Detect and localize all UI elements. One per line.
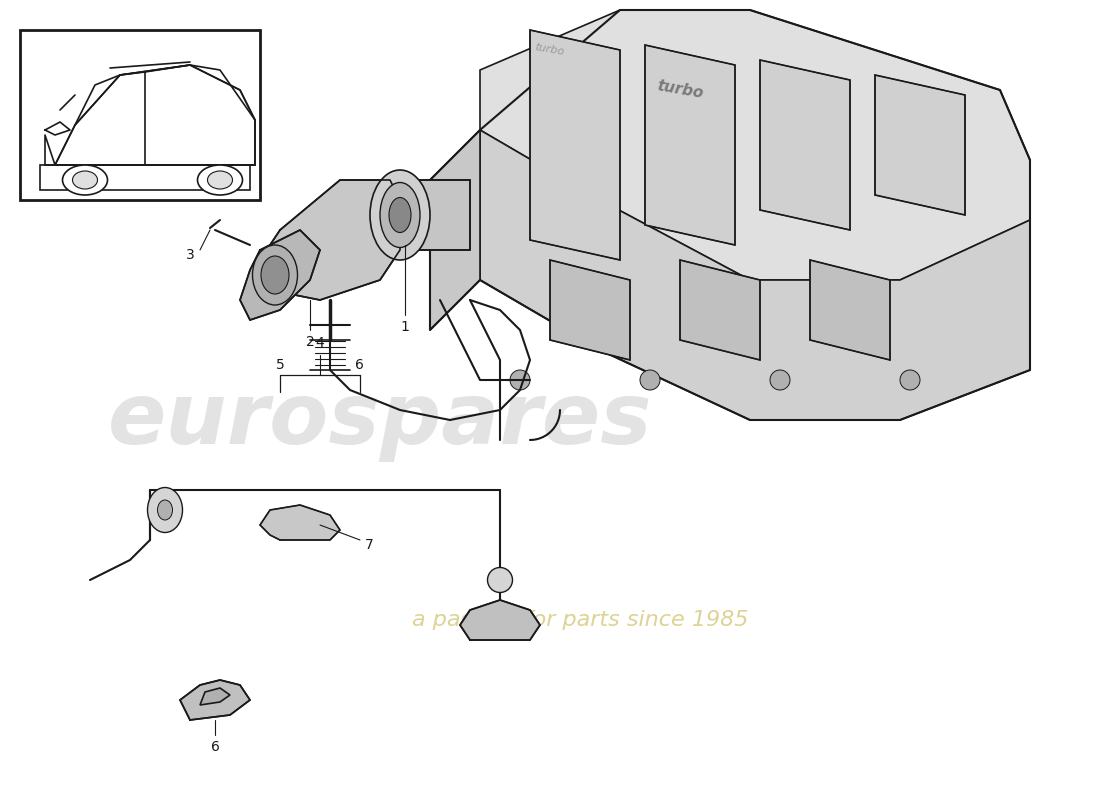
- Polygon shape: [480, 10, 1030, 280]
- Polygon shape: [400, 180, 470, 250]
- Polygon shape: [55, 65, 255, 165]
- Polygon shape: [760, 60, 850, 230]
- Ellipse shape: [208, 171, 232, 189]
- Circle shape: [510, 370, 530, 390]
- Polygon shape: [550, 260, 630, 360]
- Polygon shape: [430, 130, 480, 330]
- Polygon shape: [874, 75, 965, 215]
- Ellipse shape: [147, 487, 183, 533]
- Polygon shape: [200, 688, 230, 705]
- Polygon shape: [240, 230, 320, 320]
- Text: 5: 5: [276, 358, 285, 372]
- Ellipse shape: [389, 198, 411, 233]
- Circle shape: [900, 370, 920, 390]
- Text: turbo: turbo: [535, 42, 565, 58]
- Polygon shape: [180, 680, 250, 720]
- Ellipse shape: [487, 567, 513, 593]
- Polygon shape: [530, 30, 620, 260]
- Polygon shape: [480, 130, 1030, 420]
- Polygon shape: [810, 260, 890, 360]
- Text: 6: 6: [355, 358, 364, 372]
- Ellipse shape: [157, 500, 173, 520]
- Text: a passion for parts since 1985: a passion for parts since 1985: [411, 610, 748, 630]
- Text: 6: 6: [210, 740, 219, 754]
- Ellipse shape: [73, 171, 98, 189]
- Polygon shape: [645, 45, 735, 245]
- Text: 2: 2: [306, 335, 315, 349]
- Polygon shape: [40, 165, 250, 190]
- Circle shape: [770, 370, 790, 390]
- Text: eurospares: eurospares: [108, 378, 652, 462]
- Polygon shape: [460, 600, 540, 640]
- Text: 7: 7: [365, 538, 374, 552]
- Circle shape: [640, 370, 660, 390]
- Ellipse shape: [370, 170, 430, 260]
- Ellipse shape: [198, 165, 242, 195]
- Polygon shape: [260, 505, 340, 540]
- Ellipse shape: [261, 256, 289, 294]
- Text: 1: 1: [400, 320, 409, 334]
- Text: 4: 4: [316, 336, 324, 350]
- Polygon shape: [680, 260, 760, 360]
- Ellipse shape: [253, 245, 297, 305]
- Text: turbo: turbo: [656, 78, 704, 102]
- Ellipse shape: [63, 165, 108, 195]
- Bar: [20, 30, 260, 200]
- Text: 3: 3: [186, 248, 195, 262]
- Ellipse shape: [379, 182, 420, 247]
- Polygon shape: [260, 180, 400, 300]
